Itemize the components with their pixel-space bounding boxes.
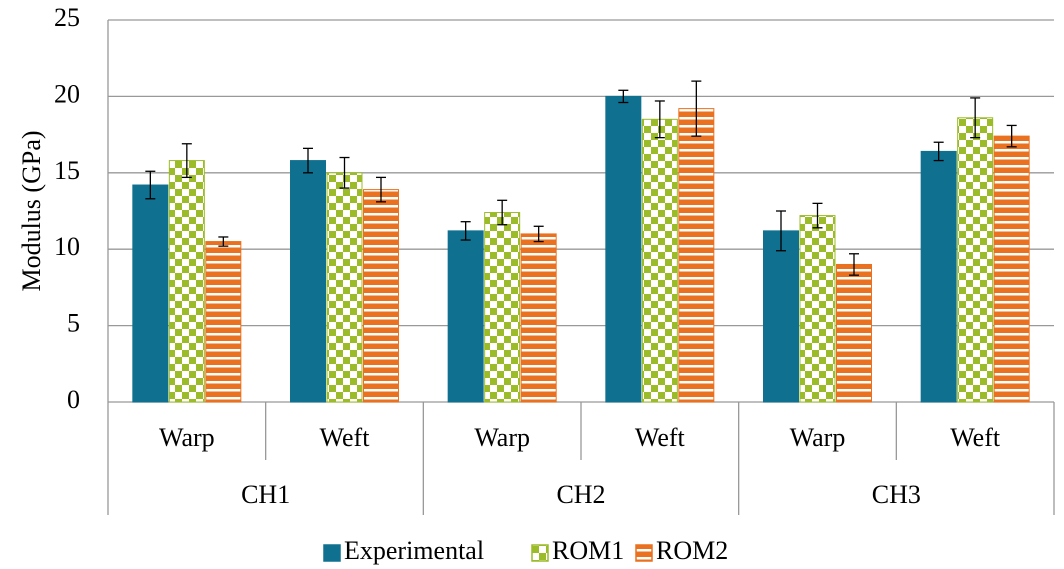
y-tick-label: 20 [54, 79, 80, 108]
bar [132, 184, 169, 403]
legend-label: ROM1 [552, 536, 624, 565]
bar [641, 118, 678, 403]
y-tick-label: 25 [54, 3, 80, 32]
legend-label: ROM2 [656, 536, 728, 565]
error-bar [970, 97, 981, 139]
x-tick-label: Weft [320, 423, 371, 452]
bar [447, 230, 484, 403]
bar [836, 263, 872, 403]
error-bar [618, 89, 629, 104]
bar [205, 241, 242, 403]
error-bar [460, 221, 471, 241]
bar [290, 160, 326, 403]
y-tick-label: 15 [54, 156, 80, 185]
error-bar [181, 143, 192, 179]
bar [605, 95, 642, 403]
bar [363, 189, 399, 403]
legend-label: Experimental [344, 536, 484, 565]
x-tick-label: Warp [790, 423, 846, 452]
y-tick-label: 10 [54, 232, 80, 261]
error-bar [145, 170, 156, 200]
error-bar [691, 80, 702, 137]
x-tick-label: Warp [159, 423, 215, 452]
bar [678, 108, 715, 403]
legend-swatch [323, 544, 341, 562]
legend-swatch [635, 544, 653, 562]
x-tick-label: Weft [635, 423, 686, 452]
bar [920, 150, 957, 403]
bar [763, 230, 799, 403]
y-tick-label: 0 [67, 385, 80, 414]
bar [168, 160, 205, 403]
error-bar [654, 100, 665, 139]
error-bar [376, 176, 386, 203]
bar [993, 135, 1030, 403]
bar [484, 212, 521, 403]
bar [799, 215, 836, 403]
group-label: CH2 [556, 480, 605, 509]
bar [326, 172, 363, 403]
group-label: CH3 [872, 480, 921, 509]
y-axis-label: Modulus (GPa) [17, 130, 46, 291]
group-label: CH1 [241, 480, 290, 509]
error-bar [303, 147, 313, 174]
error-bar [849, 253, 859, 276]
error-bar [776, 210, 786, 252]
error-bar [533, 225, 544, 243]
y-tick-label: 5 [67, 309, 80, 338]
error-bar [339, 156, 350, 189]
bar [520, 233, 557, 403]
bar [957, 117, 994, 403]
error-bar [1006, 124, 1017, 148]
x-tick-label: Warp [474, 423, 530, 452]
error-bar [812, 202, 823, 229]
x-tick-label: Weft [950, 423, 1001, 452]
legend-swatch [531, 544, 549, 562]
error-bar [933, 141, 944, 162]
error-bar [497, 199, 508, 226]
error-bar [218, 236, 229, 247]
